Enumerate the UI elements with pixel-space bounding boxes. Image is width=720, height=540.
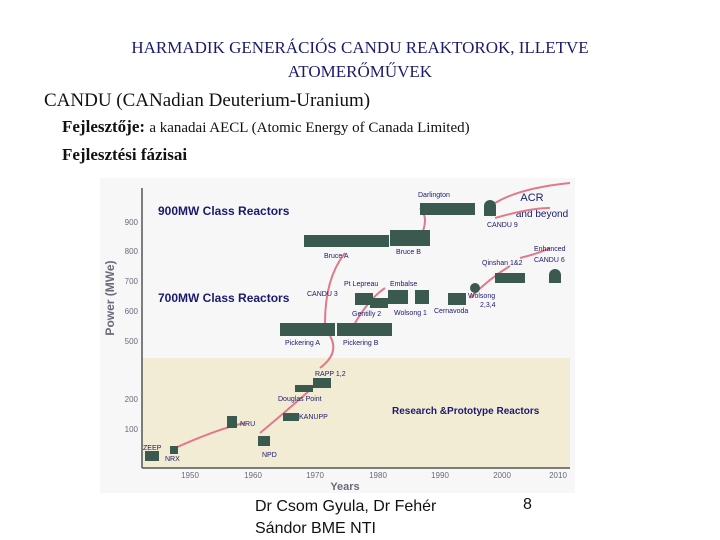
footer-author-line-1: Dr Csom Gyula, Dr Fehér <box>255 498 437 515</box>
x-tick: 1970 <box>306 471 324 480</box>
page-title: HARMADIK GENERÁCIÓS CANDU REAKTOROK, ILL… <box>40 36 680 84</box>
qinshan-plant <box>495 273 525 283</box>
arrow-pickering-bruce <box>324 252 346 324</box>
pt-lepreau-plant <box>355 293 373 305</box>
label-candu3: CANDU 3 <box>307 291 338 298</box>
label-pt-lepreau: Pt Lepreau <box>344 281 378 288</box>
x-tick: 1980 <box>369 471 387 480</box>
x-tick: 1990 <box>431 471 449 480</box>
arrow-qinshan-enhanced <box>519 247 551 259</box>
reactor-labels: Darlington CANDU 9 Bruce A Bruce B Enhan… <box>143 192 566 463</box>
wolsong1-plant <box>415 290 429 304</box>
class-research-heading: Research &Prototype Reactors <box>392 406 540 417</box>
class-900-heading: 900MW Class Reactors <box>158 204 290 218</box>
douglas-point-plant <box>295 385 313 392</box>
title-line-1: HARMADIK GENERÁCIÓS CANDU REAKTOROK, ILL… <box>131 38 589 57</box>
arrow-nru-douglas <box>259 389 311 434</box>
developer-line: Fejlesztője: a kanadai AECL (Atomic Ener… <box>62 117 470 137</box>
label-kanupp: KANUPP <box>299 414 328 421</box>
developer-label: Fejlesztője: <box>62 117 146 136</box>
label-douglas-point: Douglas Point <box>278 396 322 403</box>
label-bruce-a: Bruce A <box>324 253 349 260</box>
rapp-plant <box>313 378 331 388</box>
embalse-plant <box>388 290 408 304</box>
label-enhanced-candu6: CANDU 6 <box>534 257 565 264</box>
nru-plant <box>227 416 237 428</box>
x-tick: 1950 <box>181 471 199 480</box>
pickering-a-plant <box>280 323 335 336</box>
x-tick: 2000 <box>493 471 511 480</box>
y-tick: 600 <box>125 307 139 316</box>
y-tick: 800 <box>125 247 139 256</box>
label-cernavoda: Cernavoda <box>434 308 468 315</box>
label-gentilly2: Gentilly 2 <box>352 311 381 318</box>
y-tick: 500 <box>125 337 139 346</box>
y-tick: 900 <box>125 218 139 227</box>
enhanced-candu6-plant-base <box>549 275 561 283</box>
reactor-silhouettes <box>145 200 561 461</box>
zeep-plant <box>145 451 159 461</box>
label-bruce-b: Bruce B <box>396 249 421 256</box>
candu9-plant-base <box>484 206 496 216</box>
y-tick: 700 <box>125 277 139 286</box>
label-candu9: CANDU 9 <box>487 222 518 229</box>
y-tick: 200 <box>125 395 139 404</box>
bruce-b-plant <box>390 230 430 246</box>
nrx-plant <box>170 446 178 454</box>
label-nru: NRU <box>240 421 255 428</box>
gentilly2-plant <box>370 298 388 308</box>
class-700-heading: 700MW Class Reactors <box>158 291 290 305</box>
candu-definition: CANDU (CANadian Deuterium-Uranium) <box>44 90 371 111</box>
arrow-to-candu9 <box>494 207 551 219</box>
label-embalse: Embalse <box>390 281 417 288</box>
acr-sub-label: and beyond <box>516 209 568 220</box>
acr-label: ACR <box>520 192 543 204</box>
label-wolsong1: Wolsong 1 <box>394 310 427 317</box>
title-line-2: ATOMERŐMŰVEK <box>287 62 433 81</box>
label-pickering-a: Pickering A <box>285 340 320 347</box>
wolsong234-plant <box>470 283 480 293</box>
label-enhanced: Enhanced <box>534 246 566 253</box>
cernavoda-plant <box>448 293 466 305</box>
kanupp-plant <box>283 413 299 421</box>
pickering-b-plant <box>337 323 392 336</box>
candu-evolution-figure: Power (MWe) 900 800 700 600 500 200 100 … <box>100 178 575 493</box>
label-npd: NPD <box>262 452 277 459</box>
x-axis-label: Years <box>330 481 359 493</box>
x-tick: 2010 <box>549 471 567 480</box>
label-nrx: NRX <box>165 456 180 463</box>
bruce-a-plant <box>304 235 389 247</box>
y-tick: 100 <box>125 425 139 434</box>
page-number: 8 <box>523 496 532 513</box>
label-wolsong234-units: 2,3,4 <box>480 302 496 309</box>
darlington-plant <box>420 203 475 215</box>
label-darlington: Darlington <box>418 192 450 199</box>
arrow-zeep-nru <box>174 422 246 449</box>
label-qinshan: Qinshan 1&2 <box>482 260 523 267</box>
footer-author-line-2: Sándor BME NTI <box>255 520 376 537</box>
y-axis-label: Power (MWe) <box>103 260 117 335</box>
arrow-to-acr <box>494 182 571 204</box>
arrow-wolsong-qinshan <box>469 265 511 299</box>
label-rapp: RAPP 1,2 <box>315 371 346 378</box>
development-phases-heading: Fejlesztési fázisai <box>62 145 188 164</box>
developer-text: a kanadai AECL (Atomic Energy of Canada … <box>149 120 470 136</box>
x-tick: 1960 <box>244 471 262 480</box>
research-band <box>142 358 570 468</box>
footer-author: Dr Csom Gyula, Dr Fehér Sándor BME NTI <box>255 496 436 540</box>
label-pickering-b: Pickering B <box>343 340 379 347</box>
arrow-douglas-pickering <box>319 335 335 369</box>
label-wolsong234: Wolsong <box>468 293 495 300</box>
npd-plant <box>258 436 270 446</box>
label-zeep: ZEEP <box>143 445 162 452</box>
